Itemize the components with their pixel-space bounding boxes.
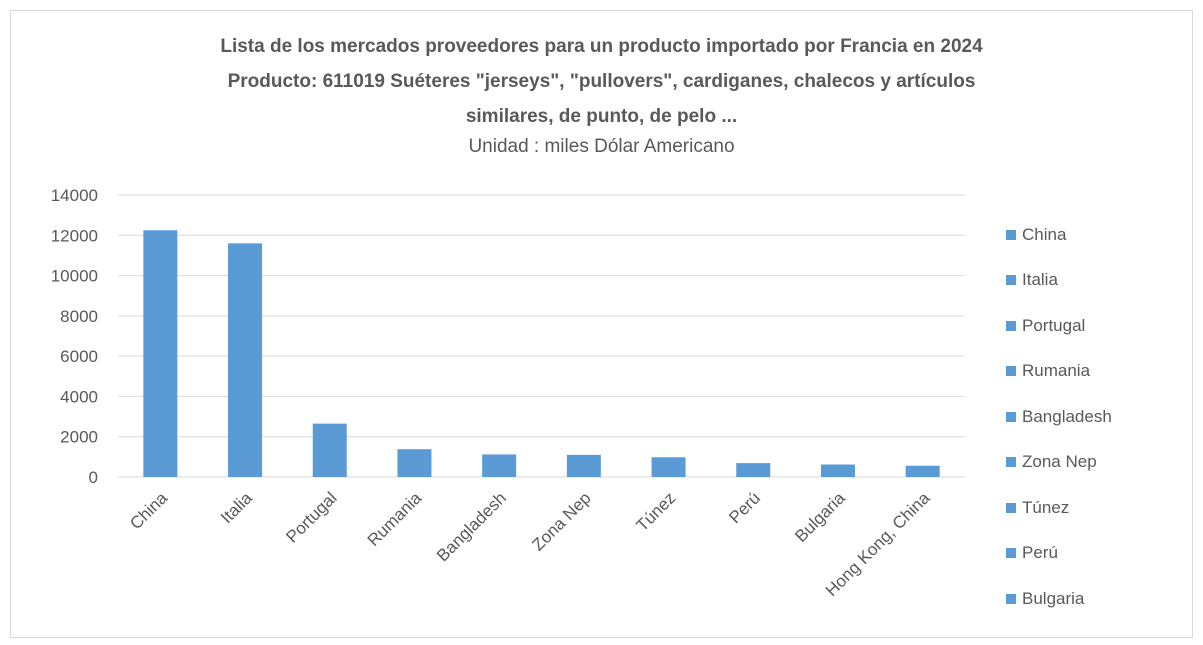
bar-per-	[736, 463, 771, 477]
chart-title-line-3: similares, de punto, de pelo ...	[465, 106, 738, 127]
bar-china	[143, 230, 178, 477]
legend-label: Perú	[1022, 543, 1058, 563]
bar-italia	[228, 243, 263, 477]
bar-portugal	[312, 423, 347, 477]
chart-title-line-2: Producto: 611019 Suéteres "jerseys", "pu…	[227, 71, 976, 92]
bar-rumania	[397, 449, 432, 477]
y-tick-label: 4000	[60, 387, 98, 406]
legend-item: Túnez	[1006, 485, 1112, 531]
bar-hong-kong-china	[905, 465, 940, 477]
legend-label: Zona Nep	[1022, 452, 1097, 472]
legend-swatch	[1006, 548, 1016, 559]
legend-swatch	[1006, 457, 1016, 468]
y-tick-label: 2000	[60, 428, 98, 447]
legend-swatch	[1006, 411, 1016, 422]
y-tick-label: 14000	[51, 186, 98, 205]
x-tick-label: China	[126, 488, 171, 533]
y-tick-label: 10000	[51, 267, 98, 286]
chart-subtitle: Unidad : miles Dólar Americano	[468, 136, 735, 157]
chart-legend: China Italia Portugal Rumania Bangladesh Zona…	[1006, 212, 1112, 622]
y-tick-label: 12000	[51, 226, 98, 245]
legend-swatch	[1006, 593, 1016, 604]
legend-item: Portugal	[1006, 303, 1112, 349]
y-tick-label: 6000	[60, 347, 98, 366]
legend-label: Rumania	[1022, 361, 1091, 381]
legend-swatch	[1006, 502, 1016, 513]
legend-label: China	[1022, 224, 1067, 244]
x-tick-label: Perú	[725, 488, 764, 527]
x-tick-label: Rumania	[364, 488, 426, 550]
x-tick-label: Portugal	[282, 488, 340, 546]
legend-swatch	[1006, 229, 1016, 240]
x-tick-label: Zona Nep	[528, 488, 594, 554]
legend-item: China	[1006, 212, 1112, 258]
x-tick-label: Túnez	[633, 488, 680, 535]
bar-t-nez	[651, 457, 686, 477]
legend-item: Bangladesh	[1006, 394, 1112, 440]
legend-swatch	[1006, 320, 1016, 331]
legend-item: Italia	[1006, 258, 1112, 304]
legend-swatch	[1006, 275, 1016, 286]
bar-bangladesh	[482, 454, 517, 477]
legend-swatch	[1006, 366, 1016, 377]
chart-frame	[10, 10, 1193, 638]
x-tick-label: Italia	[217, 488, 256, 527]
legend-label: Portugal	[1022, 315, 1086, 335]
legend-item: Rumania	[1006, 349, 1112, 395]
legend-label: Bangladesh	[1022, 406, 1112, 426]
y-tick-label: 0	[89, 468, 98, 487]
x-tick-label: Bulgaria	[791, 488, 849, 546]
chart-title-line-1: Lista de los mercados proveedores para u…	[220, 36, 983, 57]
legend-label: Bulgaria	[1022, 588, 1085, 608]
legend-item: Zona Nep	[1006, 440, 1112, 486]
bar-bulgaria	[820, 464, 855, 477]
legend-item: Bulgaria	[1006, 576, 1112, 622]
legend-label: Túnez	[1022, 497, 1070, 517]
x-tick-label: Bangladesh	[433, 488, 510, 565]
legend-label: Italia	[1022, 270, 1058, 290]
bar-zona-nep	[566, 454, 601, 477]
y-tick-label: 8000	[60, 307, 98, 326]
legend-item: Perú	[1006, 531, 1112, 577]
